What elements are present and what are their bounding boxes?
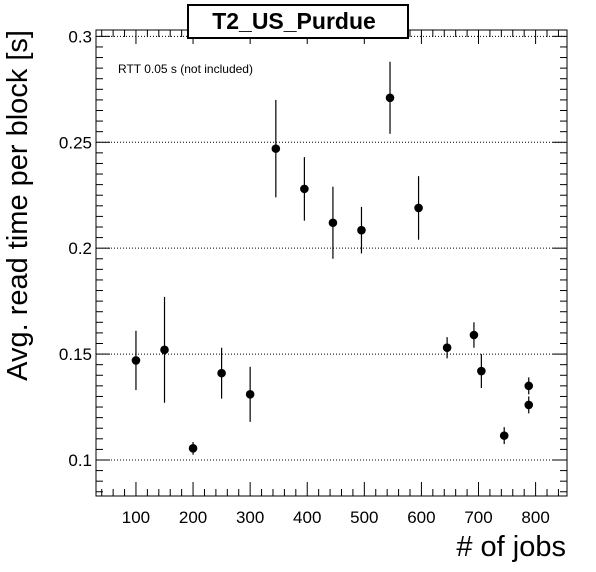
- point-marker: [442, 343, 452, 353]
- y-tick-label: 0.1: [68, 451, 92, 470]
- chart-title: T2_US_Purdue: [212, 8, 376, 34]
- point-marker: [188, 444, 198, 453]
- data-point: [469, 322, 479, 348]
- data-point: [414, 176, 423, 240]
- point-marker: [499, 431, 509, 440]
- point-marker: [271, 144, 281, 153]
- data-point: [499, 427, 509, 445]
- y-tick-label: 0.3: [68, 27, 92, 46]
- data-point: [385, 61, 395, 134]
- point-marker: [131, 356, 141, 365]
- data-point: [188, 441, 198, 455]
- y-tick-label: 0.2: [68, 239, 92, 258]
- data-point: [442, 337, 452, 359]
- point-marker: [469, 330, 479, 340]
- data-point: [524, 377, 534, 395]
- x-tick-label: 700: [464, 508, 492, 527]
- data-point: [160, 296, 169, 403]
- x-tick-label: 800: [521, 508, 549, 527]
- data-point: [245, 366, 255, 422]
- axis-ticks: [96, 30, 567, 496]
- grid-lines: [96, 35, 567, 461]
- data-point: [477, 354, 486, 388]
- data-point: [300, 157, 309, 221]
- plot-frame: [95, 29, 568, 497]
- point-marker: [328, 218, 338, 228]
- y-axis-title: Avg. read time per block [s]: [2, 30, 34, 381]
- data-point: [217, 347, 226, 399]
- title-box: [187, 4, 409, 39]
- point-marker: [524, 400, 534, 410]
- data-point: [328, 186, 338, 259]
- point-marker: [385, 93, 395, 103]
- tick-labels: 0.1 0.15 0.2 0.25 0.3 100 200 300 400 500 600 700 80…: [59, 27, 550, 527]
- data-points: [131, 61, 534, 455]
- x-tick-label: 400: [293, 508, 321, 527]
- data-point: [524, 396, 534, 414]
- annotation-text: RTT 0.05 s (not included): [118, 62, 253, 76]
- point-marker: [414, 203, 423, 213]
- point-marker: [477, 366, 486, 376]
- x-tick-label: 600: [407, 508, 435, 527]
- point-marker: [300, 184, 309, 194]
- point-marker: [160, 345, 169, 355]
- y-tick-label: 0.25: [59, 133, 92, 152]
- point-marker: [357, 225, 366, 235]
- x-tick-label: 300: [236, 508, 264, 527]
- point-marker: [217, 368, 226, 378]
- x-tick-label: 200: [179, 508, 207, 527]
- point-marker: [524, 381, 534, 391]
- data-point: [271, 99, 281, 198]
- data-point: [357, 206, 366, 254]
- x-tick-label: 100: [122, 508, 150, 527]
- point-marker: [245, 390, 255, 399]
- data-point: [131, 330, 141, 391]
- x-axis-title: # of jobs: [456, 531, 566, 563]
- y-tick-label: 0.15: [59, 345, 92, 364]
- x-tick-label: 500: [350, 508, 378, 527]
